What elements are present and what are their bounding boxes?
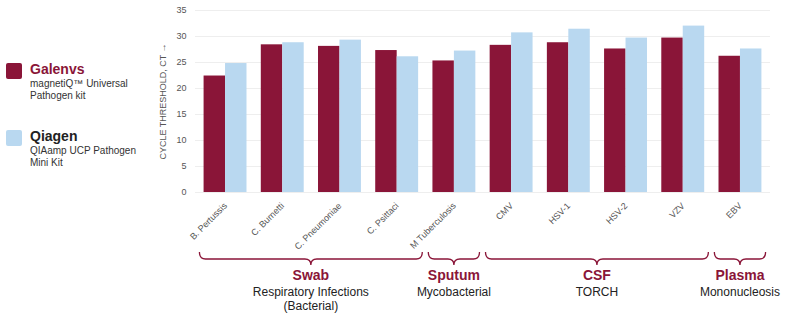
svg-text:5: 5 (181, 161, 186, 171)
html-text:Galenvs: Galenvs (30, 61, 85, 77)
svg-text:35: 35 (176, 5, 186, 15)
svg-text:15: 15 (176, 109, 186, 119)
svg-text:Mononucleosis: Mononucleosis (700, 285, 780, 299)
svg-text:C. Pneumoniae: C. Pneumoniae (292, 201, 343, 250)
svg-text:20: 20 (176, 83, 186, 93)
svg-text:Mycobacterial: Mycobacterial (417, 285, 491, 299)
svg-text:30: 30 (176, 31, 186, 41)
html-text:QIAamp UCP Pathogen Mini Kit: QIAamp UCP Pathogen Mini Kit (30, 145, 136, 168)
svg-text:25: 25 (176, 57, 186, 67)
svg-text:B. Pertussis: B. Pertussis (188, 200, 229, 241)
svg-text:VZV: VZV (667, 201, 686, 220)
svg-text:CYCLE THRESHOLD, CT →: CYCLE THRESHOLD, CT → (158, 43, 168, 159)
svg-text:Plasma: Plasma (715, 267, 764, 283)
svg-text:10: 10 (176, 135, 186, 145)
svg-text:CSF: CSF (583, 267, 611, 283)
svg-text:Swab: Swab (293, 267, 330, 283)
svg-text:Sputum: Sputum (428, 267, 480, 283)
svg-text:Respiratory Infections: Respiratory Infections (253, 285, 369, 299)
svg-text:C. Psittaci: C. Psittaci (365, 201, 401, 237)
svg-text:M Tuberculosis: M Tuberculosis (408, 200, 458, 250)
svg-text:0: 0 (181, 187, 186, 197)
html-text:magnetiQ™ Universal Pathogen k: magnetiQ™ Universal Pathogen kit (30, 78, 128, 101)
svg-text:C. Burnetti: C. Burnetti (249, 201, 286, 238)
svg-text:(Bacterial): (Bacterial) (284, 299, 339, 313)
svg-text:EBV: EBV (724, 201, 744, 221)
html-text:Qiagen: Qiagen (30, 128, 78, 144)
svg-text:HSV-1: HSV-1 (547, 201, 572, 226)
svg-text:HSV-2: HSV-2 (604, 201, 629, 226)
svg-text:CMV: CMV (494, 201, 515, 222)
svg-text:TORCH: TORCH (576, 285, 618, 299)
